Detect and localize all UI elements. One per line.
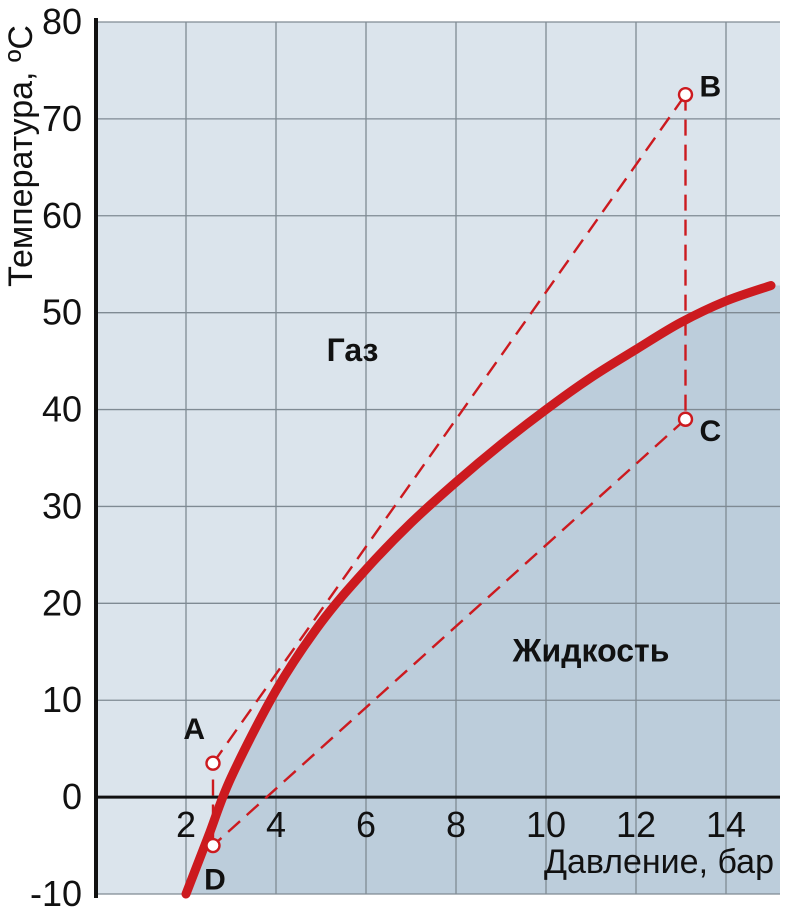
y-axis-title: Температура, ºС bbox=[2, 25, 40, 287]
cycle-points: A B C D bbox=[183, 71, 721, 897]
cycle-point-label: B bbox=[700, 71, 722, 104]
y-tick-label: 0 bbox=[62, 776, 82, 817]
y-tick-label: 80 bbox=[42, 1, 82, 42]
cycle-point-label: C bbox=[700, 415, 722, 448]
region-label: Жидкость bbox=[512, 632, 670, 668]
x-tick-label: 14 bbox=[706, 804, 746, 845]
cycle-point-c bbox=[677, 411, 694, 427]
y-tick-label: 30 bbox=[42, 485, 82, 526]
x-axis-title: Давление, бар bbox=[544, 843, 774, 881]
saturation-curve bbox=[181, 281, 776, 899]
y-tick-label: 70 bbox=[42, 98, 82, 139]
x-tick-label: 2 bbox=[176, 804, 196, 845]
x-tick-label: 10 bbox=[526, 804, 566, 845]
y-tick-labels: -10 0 10 20 30 40 50 60 70 80 bbox=[30, 1, 82, 914]
liquid-region-fill bbox=[186, 285, 780, 894]
y-tick-label: 60 bbox=[42, 195, 82, 236]
y-tick-label: 20 bbox=[42, 582, 82, 623]
cycle-point-label: A bbox=[183, 713, 205, 746]
x-tick-label: 12 bbox=[616, 804, 656, 845]
x-tick-label: 4 bbox=[266, 804, 286, 845]
y-tick-label: 10 bbox=[42, 679, 82, 720]
x-tick-labels: 2 4 6 8 10 12 14 bbox=[176, 804, 746, 845]
y-tick-label: -10 bbox=[30, 873, 82, 914]
x-tick-label: 6 bbox=[356, 804, 376, 845]
region-label: Газ bbox=[327, 332, 379, 368]
cycle-point-a bbox=[205, 755, 221, 771]
cycle-point-d bbox=[205, 837, 221, 854]
cycle-point-label: D bbox=[204, 864, 226, 897]
y-tick-label: 40 bbox=[42, 389, 82, 430]
y-tick-label: 50 bbox=[42, 292, 82, 333]
region-labels: Газ Жидкость bbox=[327, 332, 670, 668]
x-tick-label: 8 bbox=[446, 804, 466, 845]
cycle-segment bbox=[212, 93, 687, 764]
cycle-point-b bbox=[677, 86, 694, 103]
cycle-segment bbox=[212, 418, 687, 847]
